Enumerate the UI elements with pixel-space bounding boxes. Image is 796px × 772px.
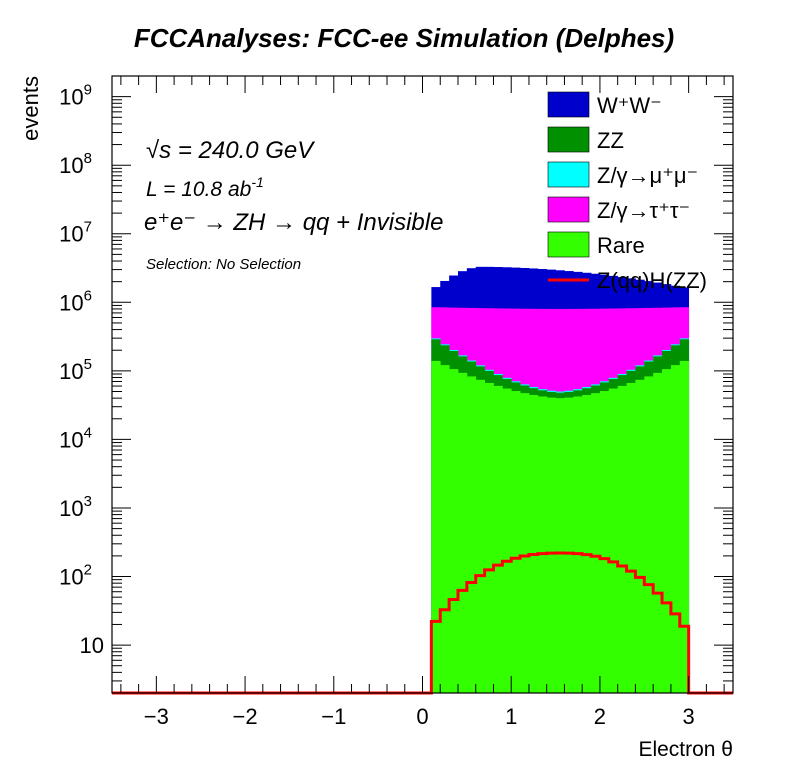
bin-rare-22 [626,382,636,693]
sqrt-s-root: √s [146,137,171,164]
bin-rare-17 [582,394,592,693]
legend-swatch [547,231,590,258]
bin-rare-20 [608,388,619,693]
bin-rare-4 [466,376,477,693]
y-tick-label: 107 [59,219,92,247]
bin-rare-3 [457,372,468,693]
bin-rare-15 [564,397,574,693]
process-annotation: e⁺e⁻ → ZH → qq + Invisible [144,209,443,236]
signal-histogram [112,551,733,695]
legend-label: ZZ [597,128,624,153]
chart-title: FCCAnalyses: FCC-ee Simulation (Delphes) [134,23,674,53]
legend: W⁺W⁻ ZZ Z/γ→μ⁺μ⁻ Z/γ→τ⁺τ⁻ Rare Z(qq)H(ZZ) [547,91,707,293]
bin-rare-8 [502,388,512,693]
bin-rare-0 [431,360,441,693]
annotations: √s = 240.0 GeV L = 10.8 ab-1 e⁺e⁻ → ZH →… [144,137,443,273]
y-tick-label: 103 [59,493,92,521]
bin-rare-5 [475,379,485,693]
bin-rare-14 [555,398,565,693]
x-tick-label: 3 [683,704,695,729]
luminosity-annotation: L = 10.8 ab-1 [146,174,264,201]
legend-swatch [547,91,590,118]
x-tick-label: −1 [321,704,346,729]
bin-rare-23 [635,379,645,693]
x-tick-label: 1 [505,704,517,729]
legend-label: Rare [597,233,645,258]
x-axis-label: Electron θ [638,738,733,761]
bin-rare-6 [484,382,494,693]
y-axis-ticks: 10 102 103 104 105 106 107 108 109 [59,75,733,694]
y-tick-label: 104 [59,424,92,452]
bin-rare-25 [653,372,663,693]
sqrt-s-annotation: √s = 240.0 GeV [146,137,315,164]
bin-rare-27 [670,365,681,693]
legend-swatch [547,196,590,223]
bin-rare-16 [573,396,583,693]
bin-rare-18 [591,393,601,693]
y-tick-label: 102 [59,562,92,590]
x-tick-label: −3 [144,704,169,729]
bin-rare-9 [511,390,521,693]
legend-label: Z(qq)H(ZZ) [597,268,707,293]
luminosity-exponent: -1 [251,174,263,190]
legend-swatch [547,161,590,188]
bin-rare-28 [679,360,690,693]
bin-rare-11 [528,394,539,693]
y-tick-label: 106 [59,287,92,315]
bin-rare-19 [599,390,610,693]
y-tick-label: 10 [80,633,104,658]
x-tick-label: 2 [594,704,606,729]
y-tick-label: 108 [59,150,92,178]
x-tick-label: −2 [233,704,258,729]
signal-line [112,551,733,695]
y-axis-label: events [18,76,43,141]
bin-rare-7 [493,385,503,693]
y-tick-label: 105 [59,356,92,384]
bin-rare-24 [644,376,654,693]
y-tick-label: 109 [59,82,92,110]
x-axis-ticks: −3 −2 −1 0 1 2 3 [120,76,725,729]
bin-rare-2 [449,369,459,693]
legend-label: Z/γ→μ⁺μ⁻ [597,163,698,188]
bin-rare-26 [662,369,672,693]
legend-swatch [547,126,590,153]
stacked-histogram [431,266,690,693]
sqrt-s-value: = 240.0 GeV [171,137,315,164]
legend-label: W⁺W⁻ [597,93,662,118]
luminosity-value: L = 10.8 ab [146,178,252,201]
bin-rare-21 [617,385,627,693]
bin-rare-12 [537,396,548,693]
selection-annotation: Selection: No Selection [146,256,301,273]
bin-rare-13 [546,397,556,693]
bin-rare-10 [520,393,530,693]
bin-rare-1 [440,365,450,693]
x-tick-label: 0 [416,704,428,729]
legend-label: Z/γ→τ⁺τ⁻ [597,198,690,223]
